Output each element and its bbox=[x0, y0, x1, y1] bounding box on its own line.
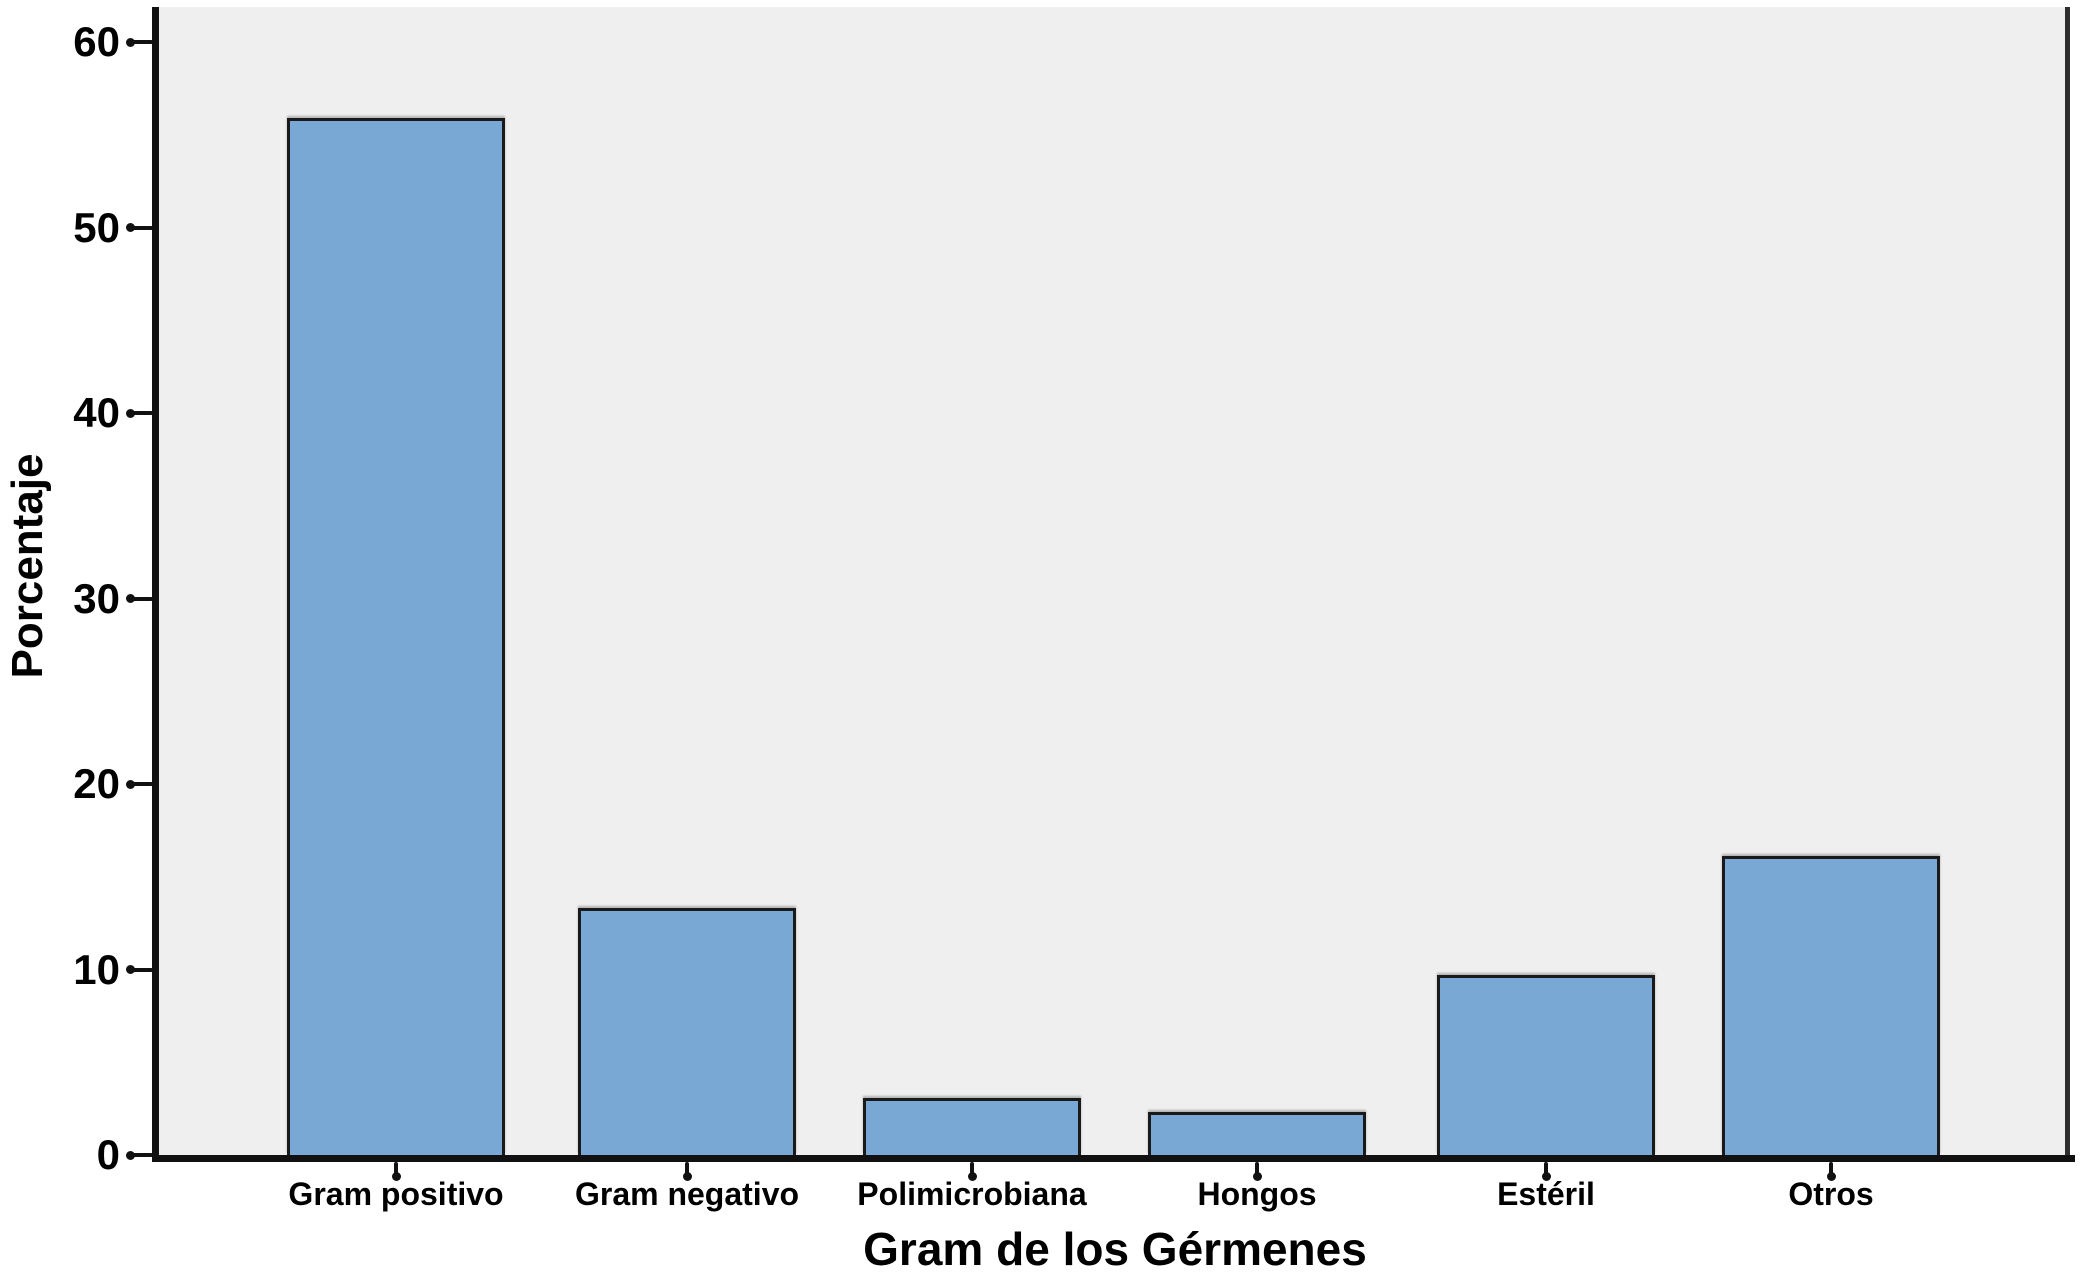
y-axis-title: Porcentaje bbox=[3, 453, 52, 679]
y-tick-label: 10 bbox=[73, 945, 120, 993]
bar-otros bbox=[1722, 856, 1940, 1155]
y-tick-mark bbox=[131, 782, 153, 787]
x-tick-label: Otros bbox=[1788, 1176, 1874, 1212]
plot-area bbox=[159, 7, 2070, 1155]
y-axis-line bbox=[152, 7, 159, 1162]
bar-polimicrobiana bbox=[863, 1098, 1081, 1155]
bar-gram-negativo bbox=[578, 908, 796, 1155]
x-tick-dot bbox=[967, 1172, 977, 1181]
y-tick-label: 50 bbox=[73, 203, 120, 251]
y-tick-mark bbox=[131, 596, 153, 601]
x-tick-mark bbox=[1255, 1162, 1259, 1178]
x-tick-dot bbox=[1541, 1172, 1551, 1181]
y-tick-dot bbox=[126, 408, 135, 418]
x-tick-dot bbox=[1252, 1172, 1262, 1181]
x-axis-title: Gram de los Gérmenes bbox=[863, 1223, 1367, 1275]
bar-hongos bbox=[1148, 1112, 1366, 1155]
y-tick-dot bbox=[126, 965, 135, 975]
x-tick-mark bbox=[1544, 1162, 1548, 1178]
y-tick-label: 60 bbox=[73, 18, 120, 66]
x-axis-line bbox=[152, 1155, 2075, 1162]
x-tick-label: Gram positivo bbox=[288, 1176, 504, 1212]
y-tick-label: 40 bbox=[73, 389, 120, 437]
y-tick-dot bbox=[126, 223, 135, 233]
y-tick-dot bbox=[126, 594, 135, 604]
bar-gram-positivo bbox=[287, 118, 505, 1155]
x-tick-mark bbox=[685, 1162, 689, 1178]
y-tick-mark bbox=[131, 411, 153, 416]
bar-est-ril bbox=[1437, 975, 1655, 1155]
x-tick-mark bbox=[1829, 1162, 1833, 1178]
x-tick-label: Hongos bbox=[1197, 1176, 1317, 1212]
x-tick-mark bbox=[970, 1162, 974, 1178]
y-tick-label: 30 bbox=[73, 574, 120, 622]
y-tick-label: 0 bbox=[96, 1131, 120, 1178]
y-tick-dot bbox=[126, 779, 135, 789]
y-tick-mark bbox=[131, 967, 153, 972]
x-tick-label: Polimicrobiana bbox=[857, 1176, 1087, 1212]
y-tick-label: 20 bbox=[73, 760, 120, 808]
y-tick-mark bbox=[131, 40, 153, 45]
y-tick-mark bbox=[131, 225, 153, 230]
x-tick-label: Estéril bbox=[1497, 1176, 1595, 1212]
y-tick-dot bbox=[126, 1150, 135, 1160]
y-tick-mark bbox=[131, 1153, 153, 1157]
x-tick-label: Gram negativo bbox=[574, 1176, 800, 1212]
x-tick-dot bbox=[682, 1172, 692, 1181]
x-tick-dot bbox=[1826, 1172, 1836, 1181]
x-tick-mark bbox=[394, 1162, 398, 1178]
x-tick-dot bbox=[391, 1172, 401, 1181]
y-tick-dot bbox=[126, 37, 135, 47]
